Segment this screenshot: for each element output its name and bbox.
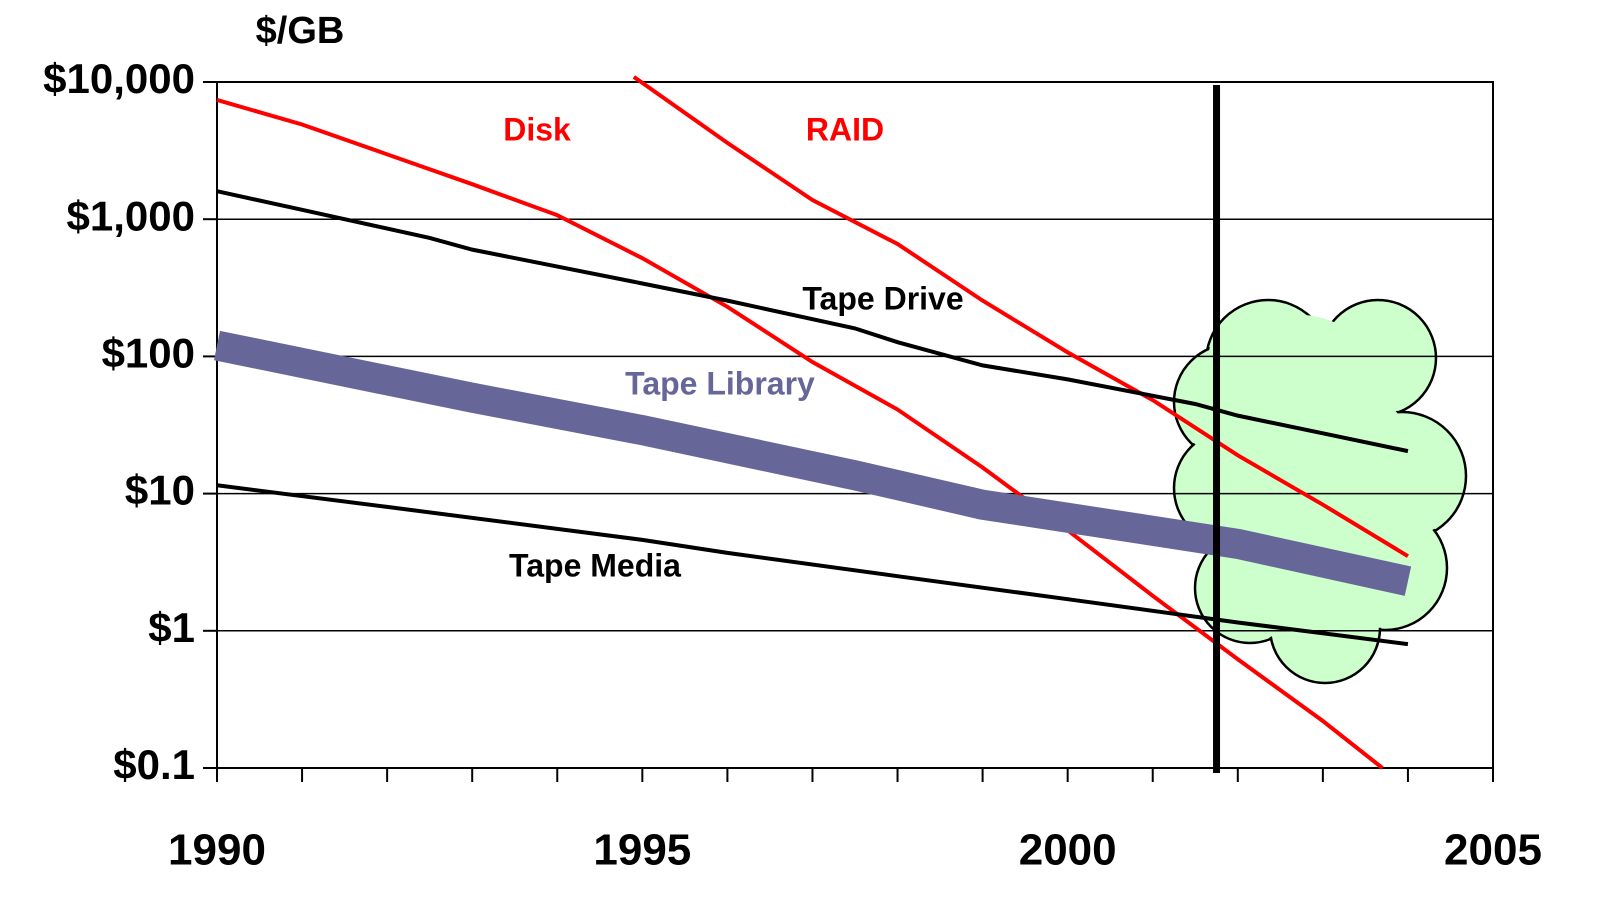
series-label: Disk: [503, 111, 571, 147]
y-axis-label: $/GB: [256, 10, 345, 52]
y-tick-label: $10,000: [43, 55, 195, 102]
x-tick-label: 1995: [593, 826, 691, 875]
x-tick-label: 2005: [1444, 826, 1542, 875]
chart: $/GB $0.1 $1 $10 $100 $1,000 $10,000 1990 1995 2…: [0, 0, 1610, 898]
y-tick-label: $10: [125, 467, 195, 514]
series-label: Tape Drive: [802, 280, 963, 316]
x-tick-label: 1990: [168, 826, 266, 875]
series-label: Tape Media: [509, 547, 681, 583]
y-tick-label: $1: [148, 604, 195, 651]
x-tick-label: 2000: [1019, 826, 1117, 875]
y-tick-label: $1,000: [67, 192, 195, 239]
y-tick-label: $100: [102, 329, 195, 376]
series-label: Tape Library: [625, 365, 815, 401]
series-label: RAID: [806, 111, 884, 147]
y-tick-label: $0.1: [113, 741, 195, 788]
